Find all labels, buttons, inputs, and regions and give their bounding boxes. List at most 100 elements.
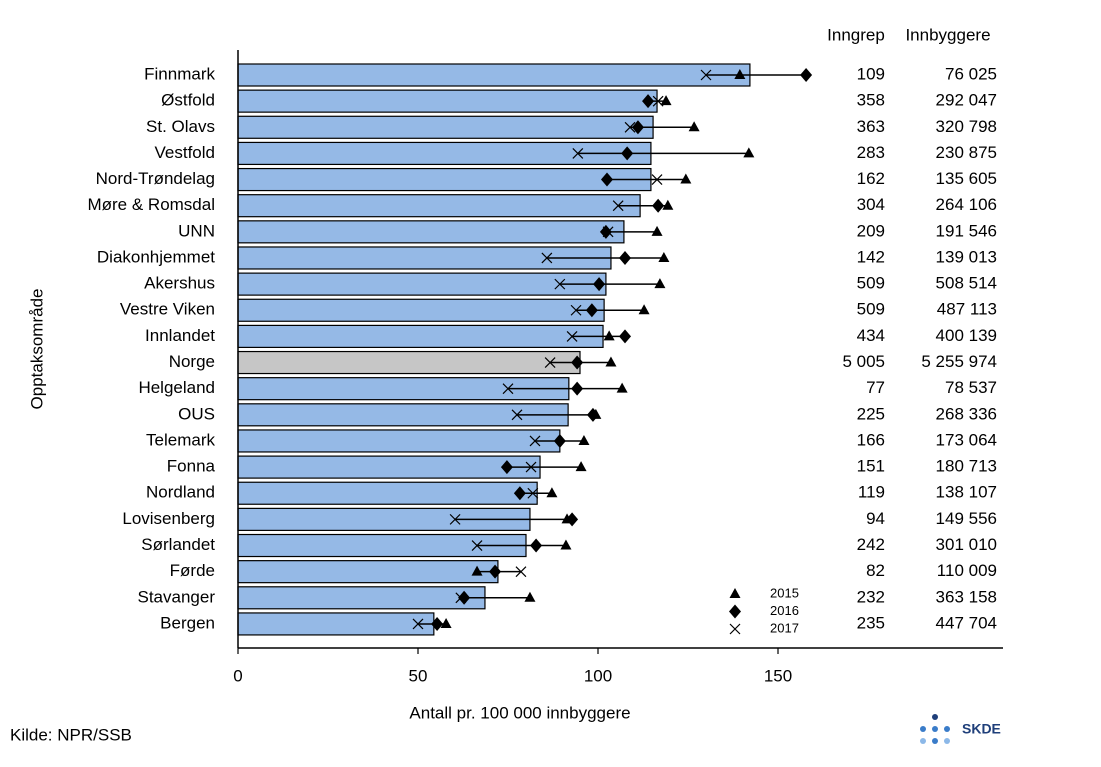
x-tick-label: 100 [584, 666, 612, 685]
table-cell: 110 009 [937, 561, 997, 580]
table-cell: 283 [857, 143, 885, 162]
table-cell: 447 704 [936, 613, 997, 632]
category-label: Stavanger [138, 587, 216, 606]
table-cell: 242 [857, 535, 885, 554]
table-cell: 109 [857, 64, 885, 83]
marker-x [554, 278, 566, 290]
legend-marker [729, 588, 741, 598]
marker-triangle [546, 487, 558, 498]
table-cell: 151 [857, 457, 885, 476]
table-cell: 301 010 [936, 535, 997, 554]
marker-x [700, 69, 712, 81]
table-cell: 149 556 [936, 509, 997, 528]
marker-triangle [654, 278, 666, 289]
marker-diamond [586, 407, 599, 422]
table-cell: 400 139 [936, 326, 997, 345]
table-cell: 264 106 [936, 195, 997, 214]
marker-triangle [660, 95, 672, 106]
category-label: Innlandet [145, 326, 215, 345]
marker-x [572, 147, 584, 159]
bar [237, 560, 499, 584]
marker-triangle [524, 591, 536, 602]
category-label: UNN [178, 221, 215, 240]
marker-diamond [513, 486, 526, 501]
marker-diamond [599, 224, 612, 239]
category-label: Lovisenberg [122, 509, 215, 528]
marker-x [652, 95, 664, 107]
table-cell: 235 [857, 613, 885, 632]
bar [237, 167, 652, 192]
marker-diamond [489, 564, 502, 579]
table-cell: 230 875 [936, 143, 997, 162]
bar [237, 220, 625, 244]
table-cell: 173 064 [936, 430, 997, 449]
table-cell: 268 336 [936, 404, 997, 423]
table-cell: 232 [857, 587, 885, 606]
marker-triangle [575, 461, 587, 472]
column-header: Inngrep [827, 25, 885, 44]
category-label: Akershus [144, 274, 215, 293]
marker-triangle [560, 539, 572, 550]
table-cell: 209 [857, 221, 885, 240]
marker-diamond [585, 303, 598, 318]
bar [237, 324, 604, 348]
marker-x [515, 566, 527, 578]
marker-x [455, 592, 467, 604]
marker-diamond [571, 355, 584, 370]
marker-x [602, 226, 614, 238]
marker-x [651, 174, 663, 185]
table-cell: 191 546 [936, 221, 997, 240]
bar [237, 586, 486, 610]
bar [237, 455, 541, 479]
table-cell: 94 [866, 509, 885, 528]
table-cell: 304 [857, 195, 885, 214]
bar [237, 89, 658, 113]
marker-x [624, 121, 636, 133]
marker-diamond [500, 460, 513, 475]
table-cell: 487 113 [937, 300, 997, 319]
category-label: Møre & Romsdal [87, 195, 215, 214]
category-label: Østfold [161, 91, 215, 110]
table-cell: 142 [857, 247, 885, 266]
marker-triangle [471, 565, 483, 576]
marker-diamond [631, 120, 644, 135]
table-cell: 225 [857, 404, 885, 423]
legend-label: 2015 [770, 585, 799, 600]
marker-triangle [662, 199, 674, 210]
table-cell: 135 605 [936, 169, 997, 188]
category-label: Fonna [167, 457, 216, 476]
category-label: Nordland [146, 483, 215, 502]
marker-diamond [458, 590, 471, 605]
category-label: Vestre Viken [120, 300, 215, 319]
table-cell: 82 [866, 561, 885, 580]
marker-diamond [571, 381, 584, 396]
marker-x [502, 383, 514, 395]
category-label: Finnmark [144, 64, 215, 83]
marker-x [449, 513, 461, 525]
table-cell: 509 [857, 274, 885, 293]
marker-diamond [601, 172, 613, 187]
category-label: Bergen [160, 613, 215, 632]
table-cell: 320 798 [936, 117, 997, 136]
marker-diamond [642, 94, 655, 109]
table-cell: 363 158 [936, 587, 997, 606]
marker-x [612, 200, 624, 212]
category-label: Vestfold [155, 143, 216, 162]
table-cell: 78 537 [945, 378, 997, 397]
marker-triangle [638, 304, 650, 315]
marker-diamond [431, 616, 444, 631]
table-cell: 5 005 [842, 352, 885, 371]
bar [237, 272, 607, 296]
bar [237, 63, 751, 87]
bar [237, 298, 605, 322]
category-label: Førde [170, 561, 215, 580]
table-cell: 434 [857, 326, 885, 345]
table-cell: 76 025 [945, 64, 997, 83]
table-cell: 363 [857, 117, 885, 136]
marker-triangle [578, 434, 590, 445]
table-cell: 162 [857, 169, 885, 188]
marker-x [412, 618, 424, 630]
category-label: Diakonhjemmet [97, 247, 215, 266]
marker-x [570, 304, 582, 316]
